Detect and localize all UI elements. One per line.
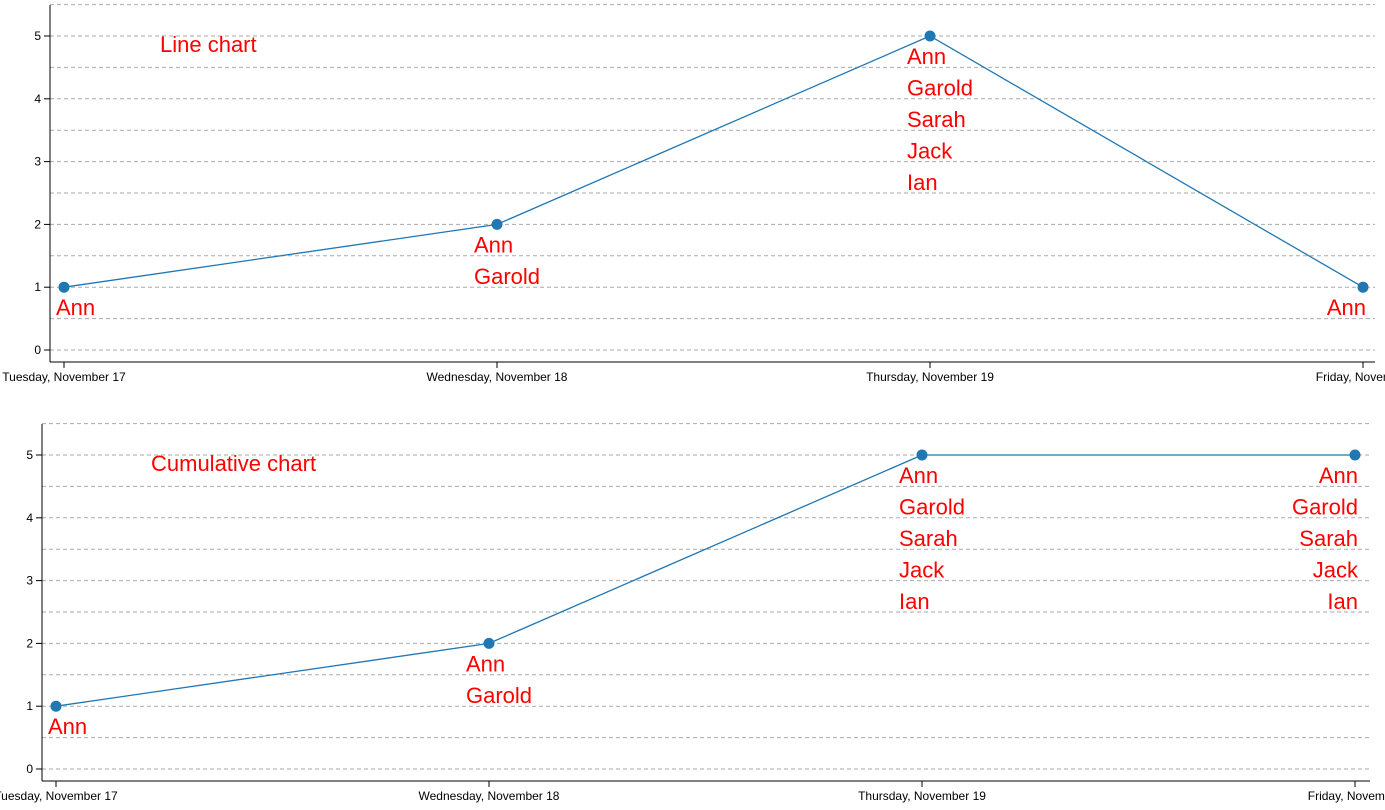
point-label: Ann: [466, 651, 505, 676]
point: [1357, 281, 1369, 293]
y-tick-label: 3: [34, 155, 41, 169]
x-tick-label: Tuesday, November 17: [2, 370, 126, 384]
x-tick-label: Wednesday, November 18: [427, 370, 568, 384]
x-tick-label: Thursday, November 19: [866, 370, 994, 384]
line: [55, 454, 1355, 707]
x-tick-label: Wednesday, November 18: [419, 789, 560, 803]
point: [483, 637, 495, 649]
y-tick-label: 1: [26, 699, 33, 713]
point-label: Sarah: [1299, 526, 1358, 551]
point-label: Jack: [907, 139, 953, 164]
point: [1349, 449, 1361, 461]
point: [50, 700, 62, 712]
y-tick-label: 1: [34, 280, 41, 294]
point: [924, 30, 936, 42]
chart-title: Line chart: [160, 32, 257, 57]
point-label: Jack: [899, 558, 945, 583]
y-tick-label: 4: [34, 92, 41, 106]
point-label: Ann: [907, 44, 946, 69]
point-label: Garold: [474, 264, 540, 289]
y-tick-label: 5: [34, 29, 41, 43]
x-tick-label: Tuesday, November 17: [0, 789, 118, 803]
point-label: Ann: [899, 463, 938, 488]
chart-title: Cumulative chart: [151, 451, 316, 476]
point-label: Jack: [1313, 558, 1359, 583]
y-tick-label: 5: [26, 448, 33, 462]
x-tick-label: Friday, November: [1308, 789, 1385, 803]
point: [491, 218, 503, 230]
point: [916, 449, 928, 461]
point-label: Sarah: [899, 526, 958, 551]
y-tick-label: 2: [34, 217, 41, 231]
point: [58, 281, 70, 293]
point-label: Sarah: [907, 107, 966, 132]
point-label: Garold: [899, 495, 965, 520]
x-tick-label: Friday, November: [1316, 370, 1385, 384]
y-tick-label: 0: [34, 343, 41, 357]
point-label: Ann: [474, 232, 513, 257]
y-tick-label: 0: [26, 762, 33, 776]
point-label: Ann: [48, 714, 87, 739]
y-tick-label: 2: [26, 636, 33, 650]
point-label: Ann: [1319, 463, 1358, 488]
y-tick-label: 3: [26, 574, 33, 588]
point-label: Ann: [1327, 295, 1366, 320]
x-tick-label: Thursday, November 19: [858, 789, 986, 803]
point-label: Ann: [56, 295, 95, 320]
point-label: Garold: [907, 76, 973, 101]
point-label: Garold: [1292, 495, 1358, 520]
point-label: Ian: [907, 170, 938, 195]
y-tick-label: 4: [26, 511, 33, 525]
line: [63, 35, 1364, 288]
point-label: Garold: [466, 683, 532, 708]
point-label: Ian: [1327, 589, 1358, 614]
point-label: Ian: [899, 589, 930, 614]
